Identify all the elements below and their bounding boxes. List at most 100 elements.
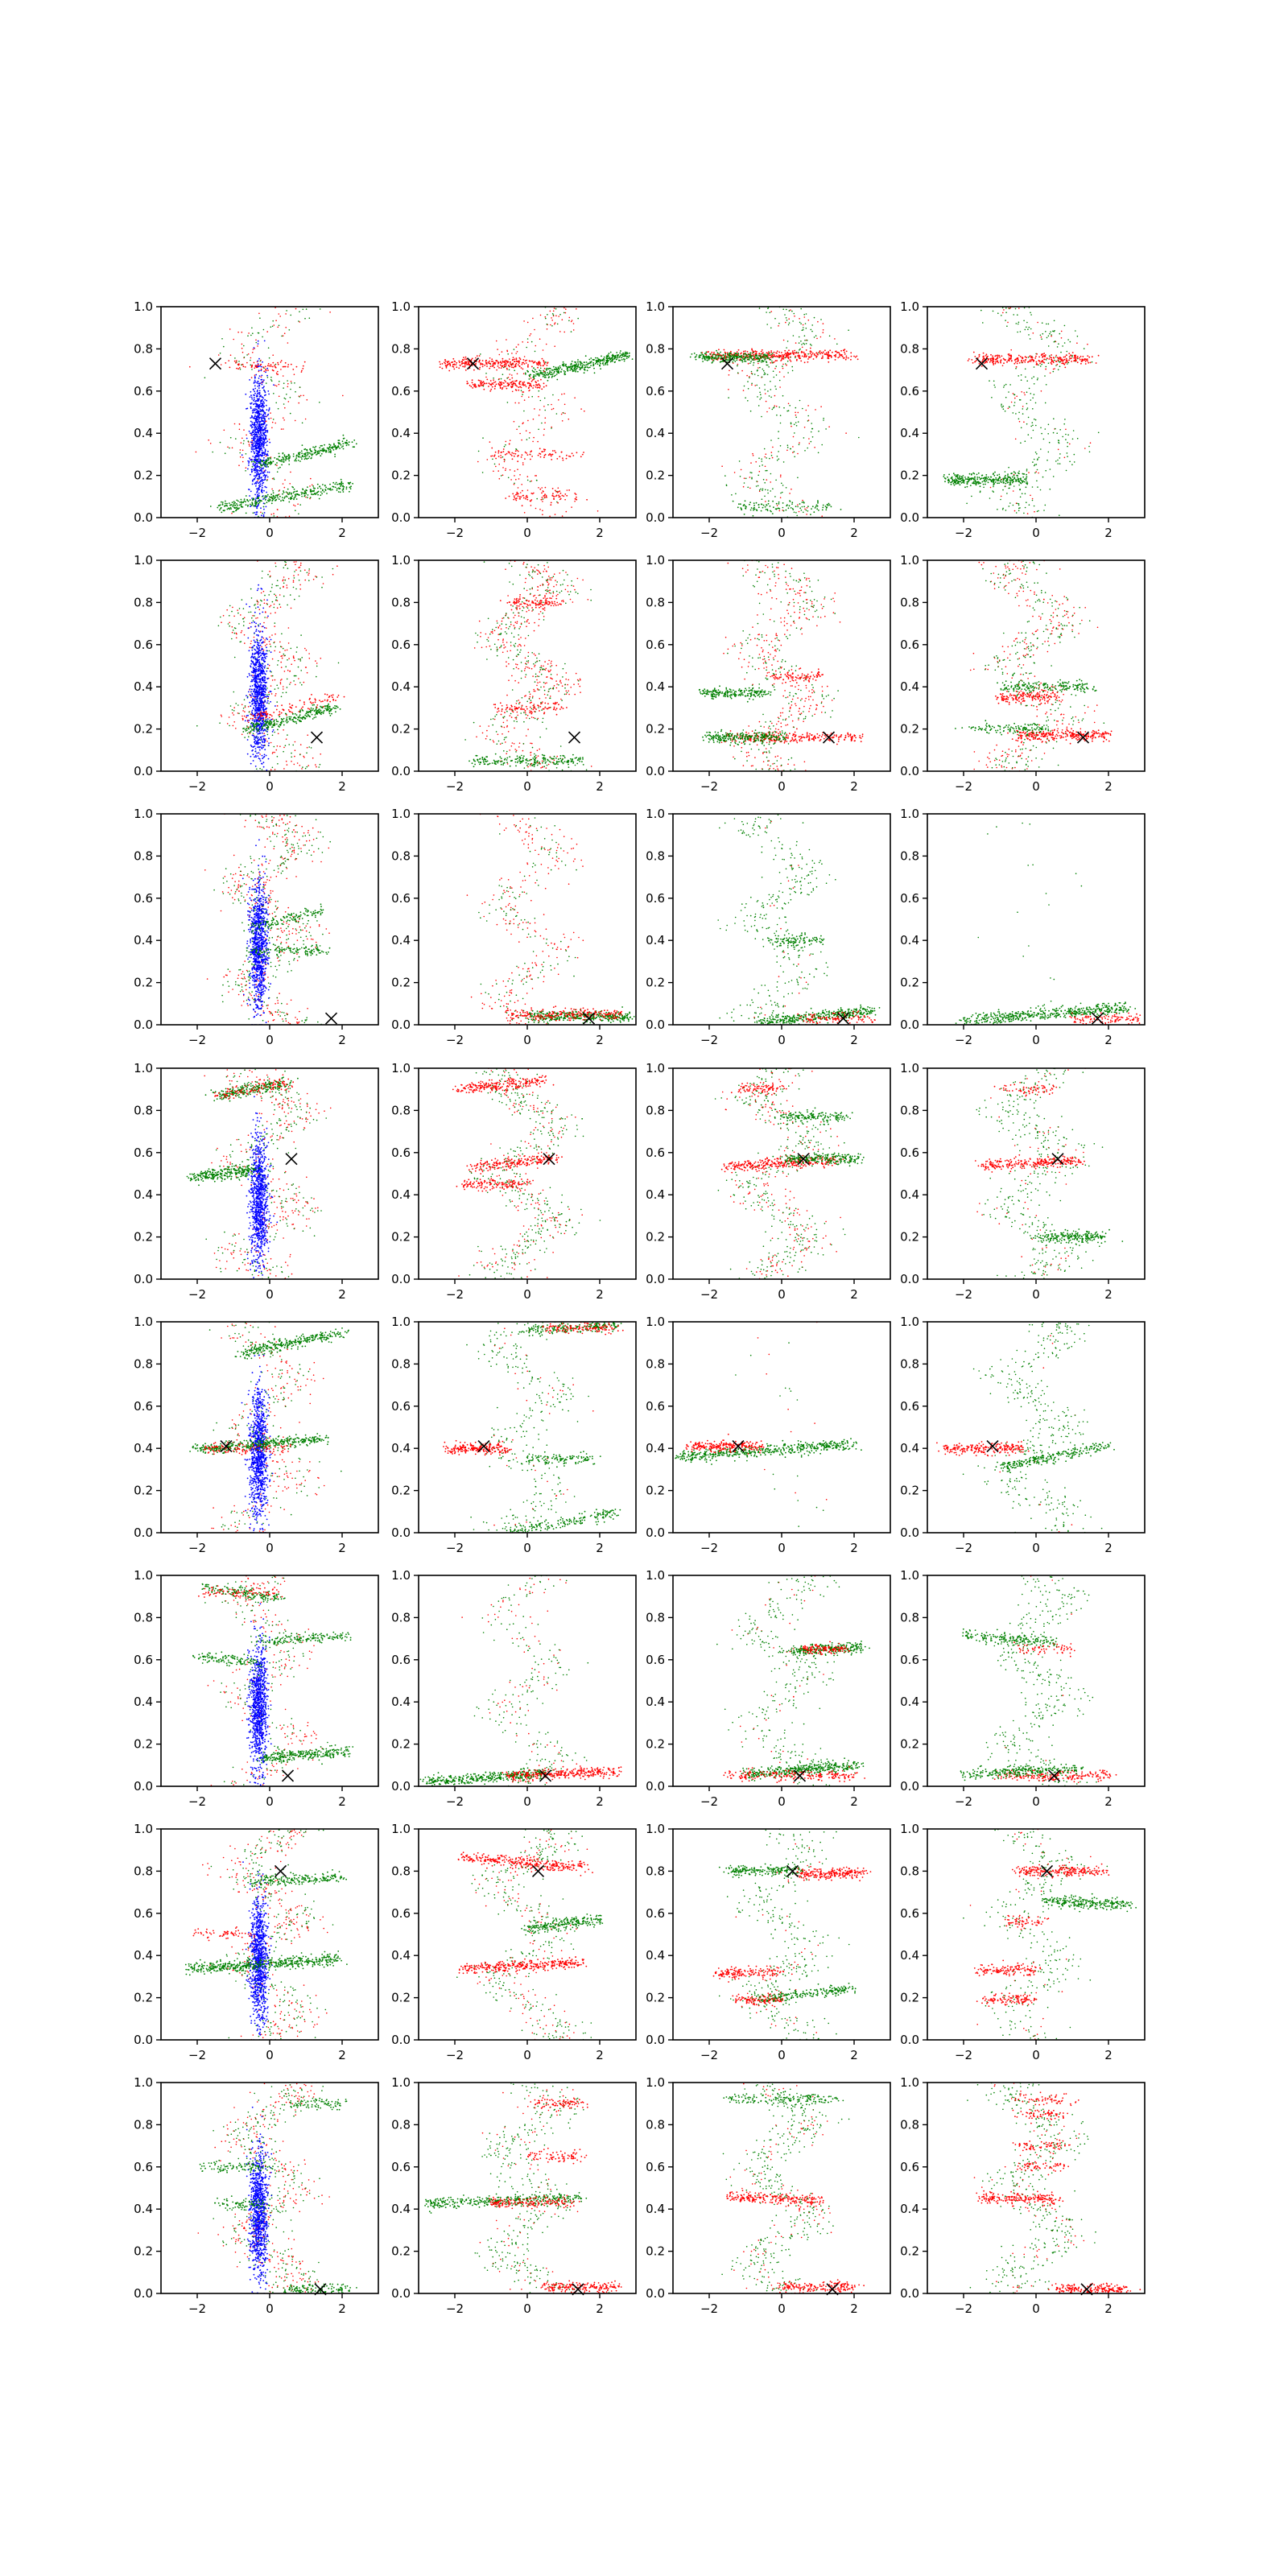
data-point-red [497, 383, 500, 386]
x-tick-label: 2 [596, 526, 604, 540]
data-point-red [805, 349, 807, 351]
data-point-green [772, 488, 774, 489]
data-point-green [776, 414, 778, 416]
data-point-blue [268, 418, 270, 419]
data-point-red [260, 511, 262, 514]
data-point-green [1009, 502, 1011, 504]
data-point-blue [255, 415, 257, 418]
data-point-green [348, 441, 350, 444]
data-point-green [321, 448, 324, 450]
data-point-blue [262, 444, 265, 447]
data-point-green [744, 357, 746, 359]
data-point-red [782, 363, 784, 365]
data-point-green [751, 382, 753, 385]
data-point-green [224, 510, 225, 511]
data-point-green [301, 458, 303, 460]
data-point-red [514, 497, 517, 500]
data-point-red [1018, 420, 1021, 423]
data-point-green [1053, 418, 1055, 419]
data-point-green [749, 352, 752, 354]
data-point-red [711, 351, 713, 353]
data-point-green [551, 376, 553, 378]
data-point-green [243, 498, 246, 500]
data-point-blue [265, 435, 267, 437]
data-point-green [340, 485, 341, 487]
data-point-red [795, 414, 797, 416]
data-point-red [529, 453, 531, 456]
data-point-blue [258, 473, 261, 476]
data-point-red [530, 380, 533, 382]
data-point-green [551, 325, 553, 327]
data-point-red [733, 472, 736, 473]
data-point-green [766, 312, 767, 313]
data-point-green [1009, 384, 1011, 386]
data-point-green [716, 357, 718, 359]
data-point-blue [257, 428, 258, 430]
data-point-blue [266, 476, 269, 478]
data-point-green [256, 497, 258, 499]
data-point-green [332, 446, 334, 448]
data-point-green [689, 356, 691, 358]
data-point-red [1049, 372, 1051, 374]
data-point-red [516, 497, 518, 499]
data-point-green [312, 493, 315, 495]
data-point-red [738, 359, 741, 361]
data-point-green [736, 355, 738, 357]
data-point-red [555, 495, 557, 497]
data-point-green [747, 358, 749, 361]
data-point-red [299, 321, 301, 323]
data-point-red [1088, 356, 1091, 358]
data-point-green [551, 427, 552, 429]
data-point-red [565, 510, 568, 513]
data-point-red [514, 384, 517, 386]
data-point-red [499, 364, 502, 366]
data-point-red [1001, 365, 1004, 367]
data-point-green [713, 357, 715, 360]
data-point-red [238, 423, 241, 425]
data-point-green [1018, 375, 1019, 377]
data-point-green [805, 313, 807, 315]
data-point-red [812, 358, 815, 360]
data-point-green [1018, 503, 1020, 505]
data-point-red [497, 470, 499, 472]
data-point-red [241, 343, 243, 345]
data-point-green [270, 497, 271, 498]
data-point-red [774, 367, 776, 369]
data-point-red [754, 358, 756, 361]
x-tick-label: 2 [850, 526, 858, 540]
data-point-green [724, 353, 727, 355]
data-point-red [795, 352, 798, 354]
data-point-red [1069, 443, 1071, 445]
data-point-green [1055, 365, 1057, 366]
data-point-red [287, 364, 290, 365]
data-point-red [1043, 361, 1046, 364]
data-point-blue [257, 505, 258, 507]
data-point-blue [254, 392, 256, 394]
data-point-red [532, 418, 535, 420]
data-point-green [993, 485, 994, 488]
data-point-blue [257, 386, 259, 387]
data-point-red [480, 382, 482, 384]
data-point-green [543, 397, 546, 399]
data-point-red [815, 357, 818, 358]
data-point-red [515, 362, 518, 365]
data-point-green [564, 372, 566, 374]
data-point-green [619, 352, 621, 354]
data-point-blue [253, 403, 254, 406]
data-point-green [1017, 323, 1019, 325]
data-point-green [773, 407, 775, 408]
data-point-red [453, 363, 456, 365]
data-point-red [793, 352, 795, 353]
data-point-red [225, 362, 227, 364]
data-point-green [795, 506, 797, 507]
data-point-green [1052, 330, 1054, 332]
data-point-red [1063, 356, 1065, 358]
data-point-green [993, 384, 995, 386]
data-point-red [249, 445, 250, 447]
data-point-blue [258, 418, 260, 420]
data-point-green [762, 359, 763, 361]
data-point-red [533, 378, 535, 381]
data-point-green [340, 444, 342, 446]
data-point-blue [255, 399, 258, 402]
data-point-green [1049, 332, 1051, 335]
